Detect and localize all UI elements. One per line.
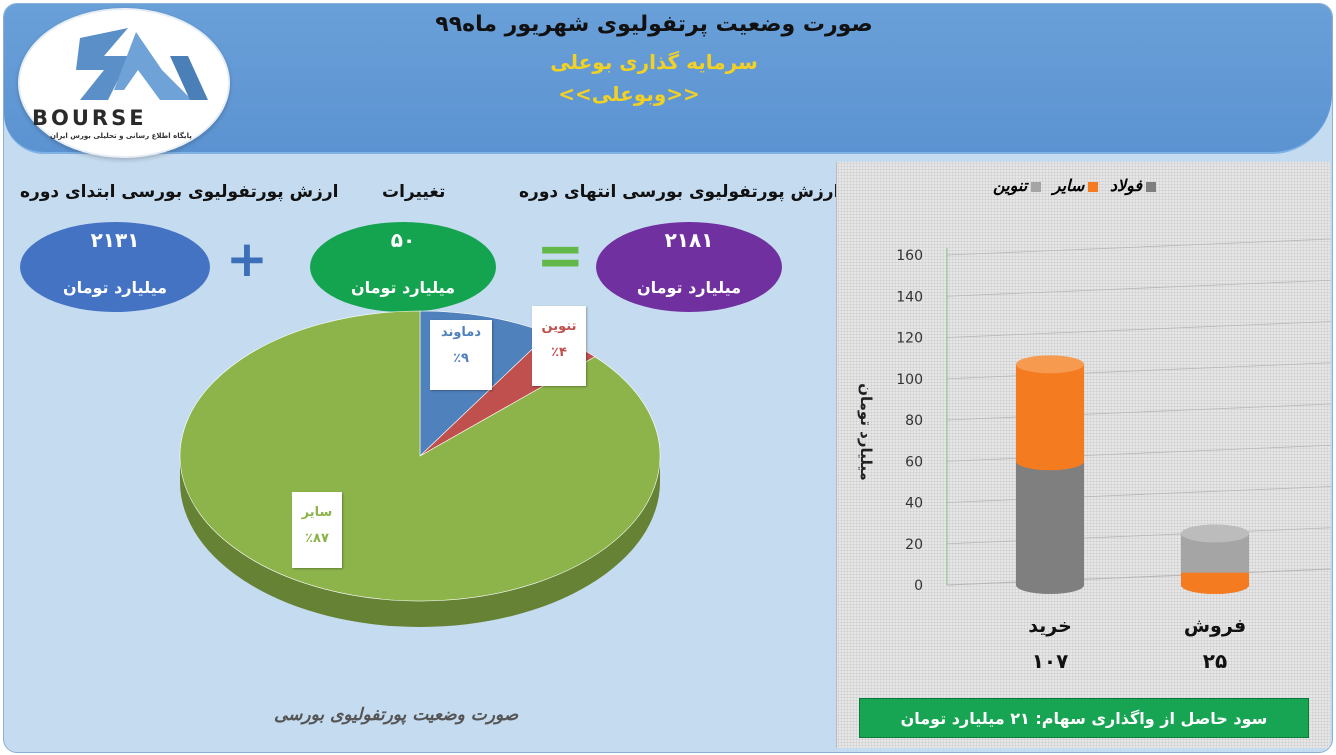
legend-item-tenvin: تنوین (993, 176, 1042, 195)
start-value-heading: ارزش پورتفولیوی بورسی ابتدای دوره (20, 182, 339, 202)
pie-label-tenvin-name: تنوین (541, 319, 577, 334)
bar-legend: فولاد سایر تنوین (987, 176, 1157, 195)
page-title: صورت وضعیت پرتفولیوی شهریور ماه۹۹ (435, 12, 873, 37)
grid-line (946, 527, 1331, 545)
y-tick-label: 80 (905, 413, 923, 429)
bar-base-سایر-خرید (1016, 452, 1084, 471)
bar-segment-سایر-خرید (1016, 364, 1084, 462)
y-tick-label: 120 (896, 331, 923, 347)
legend-item-sayer: سایر (1053, 176, 1099, 195)
end-value: ۲۱۸۱ (664, 228, 714, 252)
logo-mark-icon (76, 28, 208, 100)
logo-tagline: پایگاه اطلاع رسانی و تحلیلی بورس ایران (50, 132, 192, 140)
legend-item-folad: فولاد (1110, 176, 1157, 195)
logo-wordmark: BOURSE (32, 106, 147, 130)
y-tick-label: 40 (905, 496, 923, 512)
pie-label-damavand-name: دماوند (440, 325, 482, 340)
start-value-oval: ۲۱۳۱ میلیارد تومان (20, 222, 210, 312)
y-tick-label: 20 (905, 537, 923, 553)
pie-label-other-name: سایر (301, 505, 333, 520)
pie-label-damavand: دماوند ٪۹ (430, 320, 492, 390)
pie-caption: صورت وضعیت پورتفولیوی بورسی (274, 705, 519, 725)
bar-bottom-فروش (1181, 576, 1249, 594)
change-value: ۵۰ (390, 228, 416, 252)
grid-line (946, 486, 1331, 503)
grid-line (946, 403, 1331, 421)
equals-sign: = (536, 221, 585, 289)
grid-line (946, 238, 1331, 256)
grid-line (946, 279, 1331, 297)
bar-top-خرید (1016, 355, 1084, 374)
company-name: سرمایه گذاری بوعلی (550, 50, 758, 74)
profit-note: سود حاصل از واگذاری سهام: ۲۱ میلیارد توم… (859, 698, 1309, 738)
y-tick-label: 0 (914, 578, 923, 594)
bourse-logo: BOURSE پایگاه اطلاع رسانی و تحلیلی بورس … (18, 8, 230, 158)
trade-bar-chart-panel: فولاد سایر تنوین 0 20 40 60 80 100 120 140 160 می… (836, 162, 1331, 748)
pie-label-damavand-value: ٪۹ (453, 351, 469, 366)
pie-label-tenvin: تنوین ٪۴ (532, 306, 586, 386)
floor-line (946, 568, 1331, 586)
x-category-label: فروش (1184, 615, 1246, 637)
y-tick-label: 60 (905, 454, 923, 470)
y-tick-label: 140 (896, 289, 923, 305)
grid-line (946, 321, 1331, 338)
category-total-label: ۲۵ (1203, 649, 1227, 673)
pie-label-tenvin-value: ٪۴ (551, 345, 567, 360)
change-heading: تغییرات (382, 182, 446, 202)
grid-line (946, 362, 1331, 380)
y-tick-label: 100 (896, 372, 923, 388)
ticker-symbol: <<وبوعلی>> (558, 82, 700, 106)
y-tick-label: 160 (896, 248, 923, 264)
portfolio-summary-panel: ارزش پورتفولیوی بورسی ابتدای دوره تغییرا… (4, 156, 840, 752)
x-category-label: خرید (1028, 615, 1072, 637)
grid-line (946, 444, 1331, 462)
plus-sign: + (226, 230, 268, 288)
start-value: ۲۱۳۱ (90, 228, 140, 252)
end-value-heading: ارزش پورتفولیوی بورسی انتهای دوره (519, 182, 840, 202)
slide-frame: صورت وضعیت پرتفولیوی شهریور ماه۹۹ سرمایه… (3, 3, 1333, 753)
trade-bar-chart: 0 20 40 60 80 100 120 140 160 میلیارد تومان خرید ۱۰… (857, 238, 1331, 673)
bar-top-فروش (1181, 524, 1249, 543)
portfolio-pie-chart (179, 310, 661, 627)
bar-base-فولاد-خرید (1016, 576, 1084, 594)
pie-label-other: سایر ٪۸۷ (292, 492, 342, 568)
category-total-label: ۱۰۷ (1032, 649, 1069, 673)
end-value-unit: میلیارد تومان (636, 278, 742, 297)
change-value-oval: ۵۰ میلیارد تومان (310, 222, 496, 312)
pie-label-other-value: ٪۸۷ (305, 531, 329, 546)
y-axis-title: میلیارد تومان (857, 383, 875, 481)
bar-segment-فولاد-خرید (1016, 461, 1084, 585)
change-value-unit: میلیارد تومان (350, 278, 456, 297)
start-value-unit: میلیارد تومان (62, 278, 168, 297)
pie-side-سایر (180, 456, 660, 627)
end-value-oval: ۲۱۸۱ میلیارد تومان (596, 222, 782, 312)
